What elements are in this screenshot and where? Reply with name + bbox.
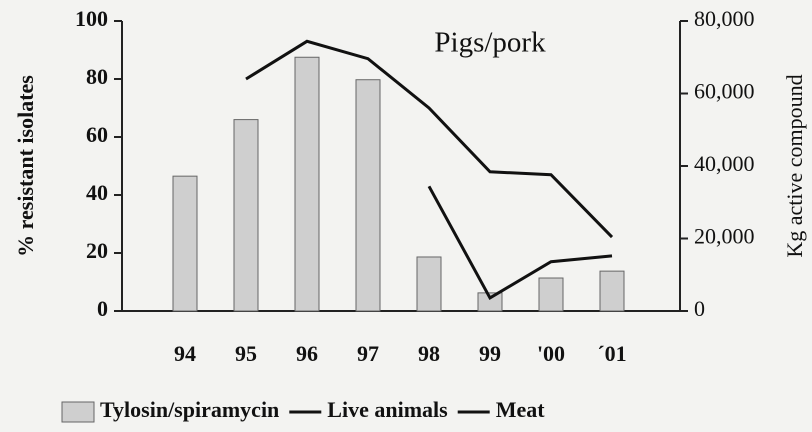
legend-label: Meat (496, 397, 546, 422)
x-tick-label: ´01 (597, 341, 626, 366)
bar (355, 79, 381, 312)
y2-tick-label: 80,000 (694, 6, 755, 31)
y-axis-label: % resistant isolates (13, 75, 38, 257)
legend-label: Live animals (327, 397, 448, 422)
x-tick-label: 94 (174, 341, 196, 366)
y2-axis-label: Kg active compound (782, 74, 807, 257)
y-tick-label: 20 (86, 238, 108, 263)
bar (538, 277, 564, 312)
y-tick-label: 100 (75, 6, 108, 31)
bar (599, 270, 625, 312)
y-tick-label: 60 (86, 122, 108, 147)
y2-tick-label: 60,000 (694, 79, 755, 104)
y2-tick-label: 40,000 (694, 151, 755, 176)
y2-tick-label: 20,000 (694, 224, 755, 249)
x-tick-label: 97 (357, 341, 379, 366)
legend-swatch (61, 401, 95, 423)
y-tick-label: 80 (86, 64, 108, 89)
bar (416, 256, 442, 312)
bar (294, 56, 320, 312)
x-tick-label: 95 (235, 341, 257, 366)
line (245, 39, 614, 239)
legend-label: Tylosin/spiramycin (100, 397, 279, 422)
x-tick-label: 96 (296, 341, 318, 366)
x-tick-label: 98 (418, 341, 440, 366)
y2-tick-label: 0 (694, 296, 705, 321)
line (427, 185, 613, 301)
y-tick-label: 0 (97, 296, 108, 321)
x-tick-label: 99 (479, 341, 501, 366)
bar (233, 119, 259, 312)
chart-title: Pigs/pork (434, 27, 546, 59)
x-tick-label: '00 (537, 341, 565, 366)
y-tick-label: 40 (86, 180, 108, 205)
bar (477, 292, 503, 312)
bar (172, 175, 198, 312)
